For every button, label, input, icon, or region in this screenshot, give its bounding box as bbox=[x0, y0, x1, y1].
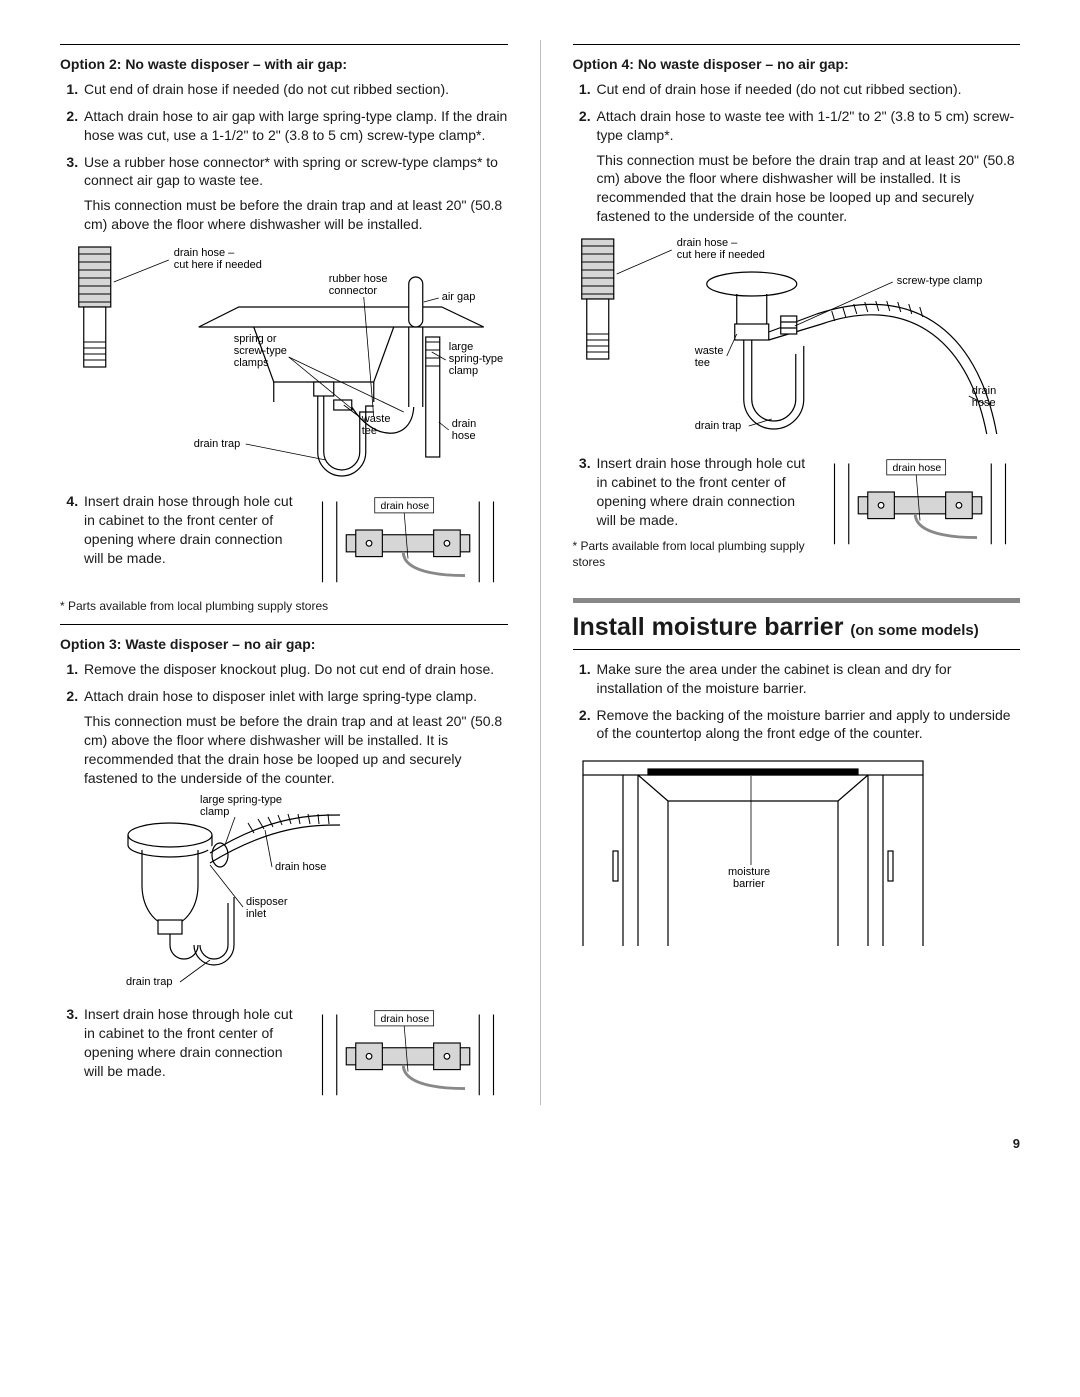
option2-footnote: * Parts available from local plumbing su… bbox=[60, 598, 508, 614]
option4-step3-row: Insert drain hose through hole cut in ca… bbox=[573, 454, 1021, 580]
svg-text:drain trap: drain trap bbox=[194, 438, 240, 450]
option3-step-3: Insert drain hose through hole cut in ca… bbox=[82, 1005, 296, 1081]
moisture-heading-sub: (on some models) bbox=[850, 622, 978, 639]
svg-text:waste: waste bbox=[693, 345, 723, 357]
svg-text:screw-type clamp: screw-type clamp bbox=[896, 275, 982, 287]
option2-step-3: Use a rubber hose connector* with spring… bbox=[82, 153, 508, 235]
svg-text:tee: tee bbox=[694, 357, 709, 369]
svg-text:cut here if needed: cut here if needed bbox=[174, 259, 262, 271]
option4-step-1: Cut end of drain hose if needed (do not … bbox=[595, 80, 1021, 99]
figure-opt3-cabinet: drain hose bbox=[308, 1005, 508, 1105]
figure-opt3: large spring-type clamp drain hose dispo… bbox=[60, 795, 508, 995]
svg-text:hose: hose bbox=[452, 430, 476, 442]
svg-text:clamp: clamp bbox=[449, 365, 478, 377]
svg-text:inlet: inlet bbox=[246, 908, 266, 920]
option4-steps-cont: Insert drain hose through hole cut in ca… bbox=[573, 454, 809, 530]
option2-step-4: Insert drain hose through hole cut in ca… bbox=[82, 492, 296, 568]
svg-text:spring or: spring or bbox=[234, 333, 277, 345]
moisture-step-2: Remove the backing of the moisture barri… bbox=[595, 706, 1021, 744]
svg-text:drain hose: drain hose bbox=[275, 861, 326, 873]
svg-text:moisture: moisture bbox=[728, 866, 770, 878]
svg-text:disposer: disposer bbox=[246, 896, 288, 908]
figure-opt4-cabinet: drain hose bbox=[820, 454, 1020, 554]
option4-step-3: Insert drain hose through hole cut in ca… bbox=[595, 454, 809, 530]
figure-opt2-cabinet: drain hose bbox=[308, 492, 508, 592]
option2-step4-row: Insert drain hose through hole cut in ca… bbox=[60, 492, 508, 592]
svg-text:large: large bbox=[449, 341, 473, 353]
svg-text:drain hose –: drain hose – bbox=[676, 237, 737, 249]
svg-text:drain hose: drain hose bbox=[892, 463, 941, 474]
svg-text:drain trap: drain trap bbox=[694, 420, 740, 432]
svg-text:large spring-type: large spring-type bbox=[200, 795, 282, 806]
option3-title: Option 3: Waste disposer – no air gap: bbox=[60, 635, 508, 654]
svg-text:clamp: clamp bbox=[200, 806, 229, 818]
page: Option 2: No waste disposer – with air g… bbox=[60, 40, 1020, 1105]
section-rule bbox=[573, 598, 1021, 603]
option4-step-2: Attach drain hose to waste tee with 1-1/… bbox=[595, 107, 1021, 226]
option3-step-1: Remove the disposer knockout plug. Do no… bbox=[82, 660, 508, 679]
figure-opt2: drain hose – cut here if needed rubber h… bbox=[60, 242, 508, 482]
option4-step-2-text: Attach drain hose to waste tee with 1-1/… bbox=[597, 108, 1015, 143]
figure-opt4: drain hose – cut here if needed screw-ty… bbox=[573, 234, 1021, 444]
svg-text:waste: waste bbox=[361, 413, 391, 425]
moisture-heading-main: Install moisture barrier bbox=[573, 613, 844, 641]
figure-moisture: moisture barrier bbox=[573, 751, 1021, 951]
svg-text:drain: drain bbox=[971, 385, 995, 397]
svg-text:drain hose: drain hose bbox=[380, 501, 429, 512]
svg-text:drain hose: drain hose bbox=[380, 1015, 429, 1026]
svg-text:air gap: air gap bbox=[442, 291, 476, 303]
option3-steps-cont: Insert drain hose through hole cut in ca… bbox=[60, 1005, 296, 1081]
svg-text:spring-type: spring-type bbox=[449, 353, 503, 365]
option3-step-2-text: Attach drain hose to disposer inlet with… bbox=[84, 688, 477, 704]
option2-step-3-text: Use a rubber hose connector* with spring… bbox=[84, 154, 498, 189]
option2-steps-cont: Insert drain hose through hole cut in ca… bbox=[60, 492, 296, 568]
svg-text:cut here if needed: cut here if needed bbox=[676, 249, 764, 261]
rule bbox=[573, 649, 1021, 650]
option3-step3-row: Insert drain hose through hole cut in ca… bbox=[60, 1005, 508, 1105]
option4-footnote: * Parts available from local plumbing su… bbox=[573, 538, 809, 570]
rule bbox=[573, 44, 1021, 45]
rule bbox=[60, 624, 508, 625]
moisture-step-1: Make sure the area under the cabinet is … bbox=[595, 660, 1021, 698]
option2-tail: This connection must be before the drain… bbox=[84, 196, 508, 234]
svg-text:clamps: clamps bbox=[234, 357, 269, 369]
option3-tail: This connection must be before the drain… bbox=[84, 712, 508, 788]
moisture-heading: Install moisture barrier (on some models… bbox=[573, 611, 1021, 645]
option2-step-2: Attach drain hose to air gap with large … bbox=[82, 107, 508, 145]
option2-step-1: Cut end of drain hose if needed (do not … bbox=[82, 80, 508, 99]
svg-text:drain trap: drain trap bbox=[126, 976, 172, 988]
rule bbox=[60, 44, 508, 45]
option4-title: Option 4: No waste disposer – no air gap… bbox=[573, 55, 1021, 74]
svg-text:tee: tee bbox=[362, 425, 377, 437]
left-column: Option 2: No waste disposer – with air g… bbox=[60, 40, 508, 1105]
svg-text:barrier: barrier bbox=[733, 878, 765, 890]
option2-steps: Cut end of drain hose if needed (do not … bbox=[60, 80, 508, 234]
svg-text:drain: drain bbox=[452, 418, 476, 430]
svg-text:drain hose –: drain hose – bbox=[174, 247, 235, 259]
svg-text:connector: connector bbox=[329, 285, 378, 297]
right-column: Option 4: No waste disposer – no air gap… bbox=[573, 40, 1021, 1105]
svg-text:screw-type: screw-type bbox=[234, 345, 287, 357]
option4-tail: This connection must be before the drain… bbox=[597, 151, 1021, 227]
option4-steps: Cut end of drain hose if needed (do not … bbox=[573, 80, 1021, 226]
option3-steps: Remove the disposer knockout plug. Do no… bbox=[60, 660, 508, 787]
moisture-steps: Make sure the area under the cabinet is … bbox=[573, 660, 1021, 744]
page-number: 9 bbox=[60, 1135, 1020, 1153]
svg-text:hose: hose bbox=[971, 397, 995, 409]
option3-step-2: Attach drain hose to disposer inlet with… bbox=[82, 687, 508, 787]
svg-text:rubber hose: rubber hose bbox=[329, 273, 388, 285]
option2-title: Option 2: No waste disposer – with air g… bbox=[60, 55, 508, 74]
column-separator bbox=[540, 40, 541, 1105]
